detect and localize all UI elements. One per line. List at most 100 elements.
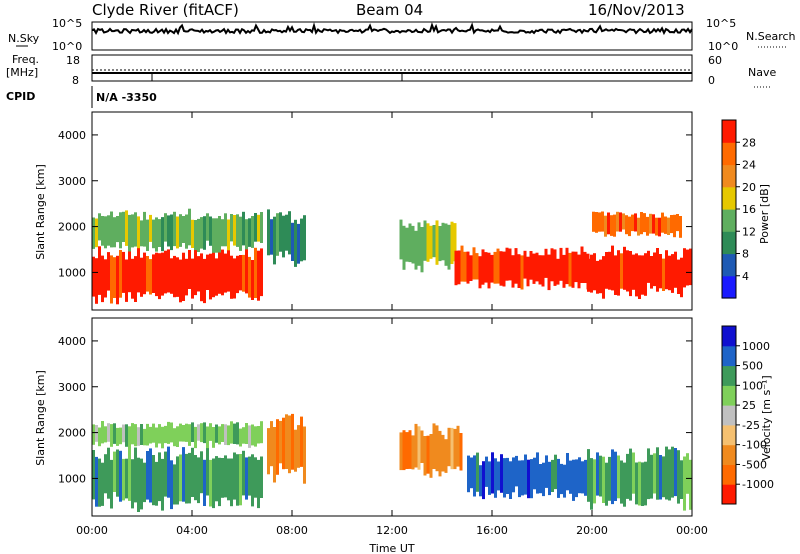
data-cell <box>668 255 671 291</box>
colorbar-tick-label: 500 <box>742 360 763 373</box>
data-cell <box>182 447 185 502</box>
nsky-label: N.Sky <box>8 32 40 45</box>
data-cell <box>131 214 134 248</box>
data-cell <box>209 423 212 441</box>
data-cell <box>569 460 572 494</box>
data-cell <box>644 461 647 506</box>
data-cell <box>614 255 617 295</box>
data-cell <box>140 424 143 445</box>
data-cell <box>634 213 637 232</box>
data-cell <box>611 449 614 505</box>
data-cell <box>155 461 158 506</box>
colorbar-swatch <box>722 424 736 446</box>
data-cell <box>453 428 457 470</box>
nsearch-tick-bottom: 10^0 <box>708 40 738 53</box>
data-cell <box>626 250 629 292</box>
data-cell <box>593 459 596 504</box>
data-cell <box>176 216 179 249</box>
data-cell <box>267 209 270 256</box>
x-tick-label: 08:00 <box>276 524 308 537</box>
data-cell <box>218 457 221 507</box>
data-cell <box>170 258 173 294</box>
data-cell <box>456 425 460 467</box>
data-cell <box>209 459 212 507</box>
data-cell <box>158 452 161 502</box>
data-cell <box>137 216 140 249</box>
freq-tick-bottom: 8 <box>72 74 79 87</box>
data-cell <box>218 426 221 445</box>
data-cell <box>188 250 191 289</box>
data-cell <box>565 247 569 285</box>
data-cell <box>254 457 257 498</box>
data-cell <box>239 216 242 251</box>
data-cell <box>447 427 451 467</box>
data-cell <box>285 214 288 251</box>
data-cell <box>215 456 218 502</box>
data-cell <box>92 424 95 445</box>
data-cell <box>484 252 488 283</box>
data-cell <box>674 251 677 288</box>
data-cell <box>167 421 170 444</box>
data-cell <box>491 452 494 494</box>
colorbar-swatch <box>722 164 736 188</box>
data-cell <box>605 462 608 506</box>
data-cell <box>164 213 167 242</box>
data-cell <box>673 214 676 238</box>
colorbar-swatch <box>722 186 736 210</box>
data-cell <box>191 422 194 442</box>
data-cell <box>248 218 251 247</box>
data-cell <box>515 455 518 487</box>
data-cell <box>161 458 164 511</box>
data-cell <box>503 458 506 498</box>
data-cell <box>432 423 436 469</box>
data-cell <box>426 223 430 262</box>
nsky-tick-bottom: 10^0 <box>52 40 82 53</box>
data-cell <box>512 457 515 493</box>
data-cell <box>95 258 98 304</box>
colorbar-swatch <box>722 275 736 299</box>
data-cell <box>107 252 110 291</box>
data-cell <box>230 214 233 242</box>
data-cell <box>429 434 433 478</box>
data-cell <box>647 250 650 283</box>
data-cell <box>587 449 590 502</box>
data-cell <box>116 449 119 497</box>
data-cell <box>523 250 527 279</box>
data-cell <box>457 250 461 285</box>
data-cell <box>239 428 242 447</box>
data-cell <box>596 452 599 496</box>
data-cell <box>98 427 101 447</box>
data-cell <box>587 258 590 292</box>
data-cell <box>251 260 254 300</box>
data-cell <box>399 432 403 471</box>
data-cell <box>140 257 143 297</box>
data-cell <box>197 218 200 252</box>
colorbar-swatch <box>722 365 736 386</box>
data-cell <box>176 257 179 297</box>
data-cell <box>152 455 155 506</box>
data-cell <box>599 259 602 294</box>
data-cell <box>545 455 548 488</box>
data-cell <box>152 219 155 249</box>
data-cell <box>179 214 182 247</box>
data-cell <box>134 447 137 503</box>
colorbar-tick-label: 16 <box>742 203 756 216</box>
beam-title: Beam 04 <box>356 1 423 19</box>
data-cell <box>215 258 218 296</box>
data-cell <box>206 426 209 449</box>
data-cell <box>596 260 599 294</box>
data-cell <box>270 219 273 255</box>
data-cell <box>638 255 641 299</box>
data-cell <box>146 423 149 446</box>
data-cell <box>267 428 270 475</box>
data-cell <box>435 425 439 472</box>
data-cell <box>616 211 619 232</box>
y-tick-label: 1000 <box>58 266 86 279</box>
colorbar-swatch <box>722 345 736 367</box>
colorbar-frame <box>721 325 737 505</box>
data-cell <box>297 223 300 264</box>
data-cell <box>530 459 533 499</box>
nave-tick-bottom: 0 <box>708 74 715 87</box>
data-cell <box>432 225 436 258</box>
